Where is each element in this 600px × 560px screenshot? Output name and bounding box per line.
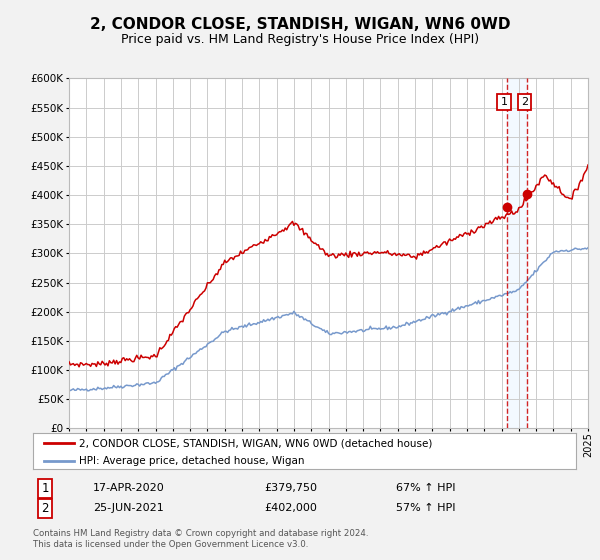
Text: 25-JUN-2021: 25-JUN-2021 <box>93 503 164 514</box>
Text: 67% ↑ HPI: 67% ↑ HPI <box>396 483 455 493</box>
Bar <box>506 78 527 428</box>
Text: 2: 2 <box>41 502 49 515</box>
Text: 2, CONDOR CLOSE, STANDISH, WIGAN, WN6 0WD: 2, CONDOR CLOSE, STANDISH, WIGAN, WN6 0W… <box>90 17 510 31</box>
Text: 1: 1 <box>500 97 508 107</box>
Text: Contains HM Land Registry data © Crown copyright and database right 2024.: Contains HM Land Registry data © Crown c… <box>33 529 368 538</box>
Text: This data is licensed under the Open Government Licence v3.0.: This data is licensed under the Open Gov… <box>33 540 308 549</box>
Text: 2, CONDOR CLOSE, STANDISH, WIGAN, WN6 0WD (detached house): 2, CONDOR CLOSE, STANDISH, WIGAN, WN6 0W… <box>79 438 433 449</box>
Text: 2: 2 <box>521 97 528 107</box>
Text: £402,000: £402,000 <box>264 503 317 514</box>
Text: 57% ↑ HPI: 57% ↑ HPI <box>396 503 455 514</box>
Text: 1: 1 <box>41 482 49 495</box>
Text: 17-APR-2020: 17-APR-2020 <box>93 483 165 493</box>
Text: Price paid vs. HM Land Registry's House Price Index (HPI): Price paid vs. HM Land Registry's House … <box>121 32 479 46</box>
Text: £379,750: £379,750 <box>264 483 317 493</box>
Text: HPI: Average price, detached house, Wigan: HPI: Average price, detached house, Wiga… <box>79 456 305 466</box>
